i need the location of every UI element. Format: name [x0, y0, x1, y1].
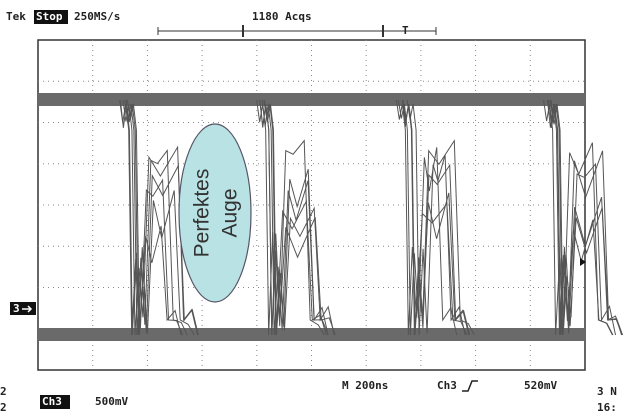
- trigger-source: Ch3: [437, 379, 457, 392]
- brand: Tek: [6, 10, 26, 23]
- annotation-line: Auge: [219, 188, 242, 237]
- channel: Ch3: [42, 395, 62, 408]
- sample-rate: 250MS/s: [74, 10, 120, 23]
- scale: 500mV: [95, 395, 128, 408]
- record-bracket: [158, 25, 436, 37]
- side-left: 2: [0, 401, 7, 414]
- annotation-line: Perfektes: [191, 169, 214, 258]
- trigger-slope: [462, 381, 478, 391]
- side-left: 2: [0, 385, 7, 398]
- low-level-band: [38, 328, 585, 341]
- trigger-level: 520mV: [524, 379, 557, 392]
- side-right: 3 N: [597, 385, 617, 398]
- acquisitions: 1180 Acqs: [252, 10, 312, 23]
- state: Stop: [36, 10, 63, 23]
- timebase: M 200ns: [342, 379, 388, 392]
- oscilloscope-screenshot: Tek Stop 250MS/s 1180 Acqs T Perfektes A…: [0, 0, 624, 416]
- trigger-marker: T: [402, 24, 409, 37]
- side-right: 16:: [597, 401, 617, 414]
- channel-marker: 3: [13, 302, 20, 315]
